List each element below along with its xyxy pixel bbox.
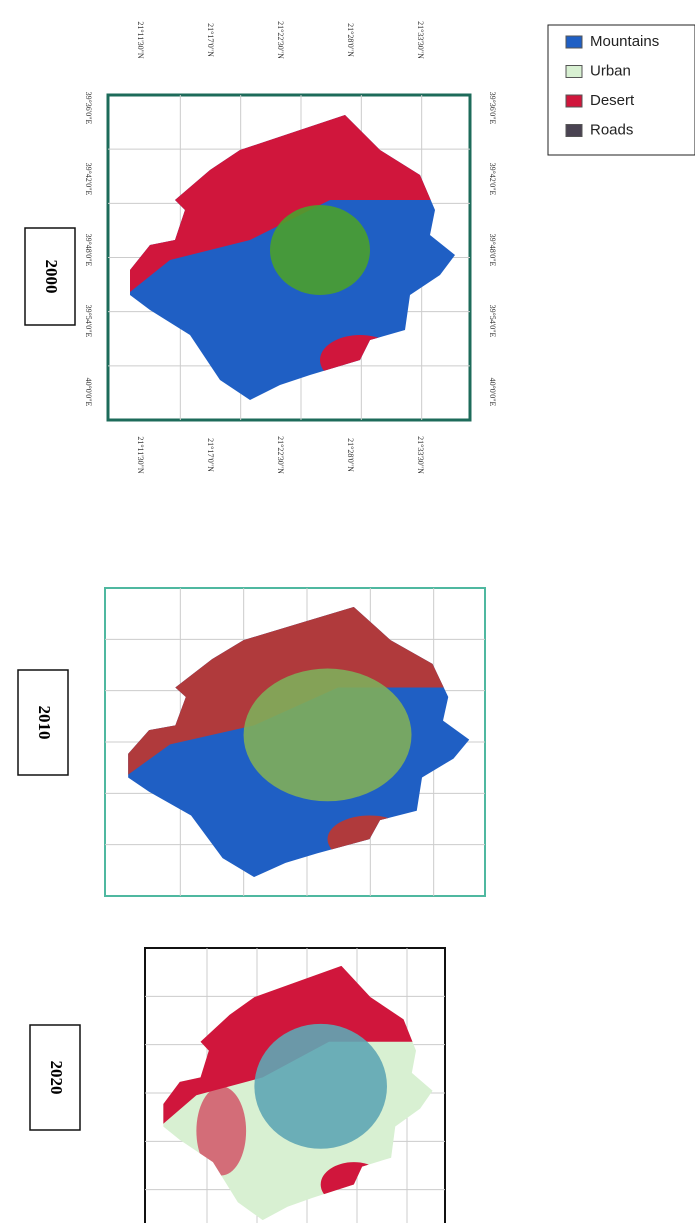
lat-label: 21°22'30"N (276, 436, 285, 474)
cover-urban (270, 205, 370, 295)
cover-urban (254, 1024, 387, 1149)
legend-label: Urban (590, 62, 631, 79)
lon-label: 39°48'0"E (84, 234, 93, 267)
year-label: 2010 (35, 706, 54, 740)
legend-label: Desert (590, 92, 635, 109)
lon-label: 39°54'0"E (488, 305, 497, 338)
lat-label: 21°11'30"N (136, 21, 145, 59)
lon-label: 39°42'0"E (488, 163, 497, 196)
lat-label: 21°33'30"N (416, 21, 425, 59)
cover-urban (244, 669, 412, 802)
lat-label: 21°22'30"N (276, 21, 285, 59)
legend-swatch (566, 66, 582, 78)
legend-label: Mountains (590, 33, 659, 50)
lat-label: 21°28'0"N (346, 23, 355, 57)
legend-label: Roads (590, 121, 633, 138)
legend-swatch (566, 125, 582, 137)
year-label: 2020 (47, 1061, 66, 1095)
lon-label: 39°36'0"E (84, 92, 93, 125)
map-panel: 2000 21°11'30"N 21°11'30"N 21°17'0"N 21°17'0… (25, 21, 497, 474)
legend-swatch (566, 36, 582, 48)
lon-label: 39°42'0"E (84, 163, 93, 196)
lat-label: 21°28'0"N (346, 438, 355, 472)
lon-label: 40°0'0"E (84, 378, 93, 407)
figure: MountainsUrbanDesertRoads200021°11'30"N2… (0, 0, 695, 1223)
lat-label: 21°17'0"N (206, 438, 215, 472)
map-panel: 2010 (18, 588, 495, 896)
lon-label: 39°54'0"E (84, 305, 93, 338)
year-label: 2000 (42, 260, 61, 294)
lon-label: 39°36'0"E (488, 92, 497, 125)
lon-label: 40°0'0"E (488, 378, 497, 407)
lon-label: 39°48'0"E (488, 234, 497, 267)
lat-label: 21°11'30"N (136, 436, 145, 474)
legend-swatch (566, 95, 582, 107)
lat-label: 21°17'0"N (206, 23, 215, 57)
lat-label: 21°33'30"N (416, 436, 425, 474)
map-panel: 2020 (30, 948, 453, 1223)
